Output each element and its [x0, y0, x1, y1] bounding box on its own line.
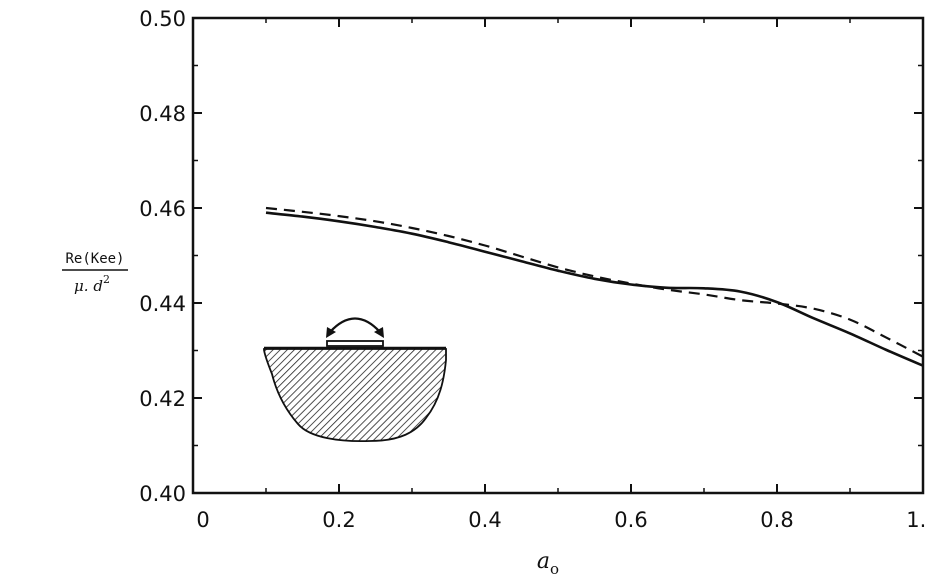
series-line-dashed — [265, 206, 924, 358]
rocking-arrowhead-left — [326, 327, 336, 338]
y-axis-label-denominator: μ. d2 — [74, 273, 110, 295]
x-tick-label: 1.0 — [906, 508, 927, 532]
rocking-arrow — [329, 317, 381, 333]
y-tick-label: 0.42 — [139, 387, 186, 411]
y-axis-label: Re(Kee) μ. d2 — [62, 251, 128, 295]
x-axis-ticks: 0 0.2 0.4 0.6 0.8 1.0 — [192, 18, 927, 532]
y-tick-label: 0.44 — [139, 292, 186, 316]
y-tick-label: 0.48 — [139, 102, 186, 126]
x-axis-label: ao — [537, 549, 559, 578]
foundation-inset-illustration — [263, 317, 447, 443]
rigid-strip-foundation — [326, 340, 384, 347]
x-tick-label: 0.8 — [760, 508, 793, 532]
soil-half-space — [263, 348, 447, 443]
y-axis-label-numerator: Re(Kee) — [65, 251, 124, 267]
series-line-solid — [265, 211, 924, 367]
y-tick-label: 0.50 — [139, 7, 186, 31]
x-tick-label: 0 — [196, 508, 209, 532]
series-group — [265, 206, 924, 367]
y-tick-label: 0.46 — [139, 197, 186, 221]
x-tick-label: 0.6 — [614, 508, 647, 532]
x-tick-label: 0.4 — [468, 508, 501, 532]
x-tick-label: 0.2 — [322, 508, 355, 532]
y-tick-label: 0.40 — [139, 482, 186, 506]
y-axis-ticks: 0.40 0.42 0.44 0.46 0.48 0.50 — [139, 7, 923, 506]
rocking-arrowhead-right — [374, 327, 384, 338]
